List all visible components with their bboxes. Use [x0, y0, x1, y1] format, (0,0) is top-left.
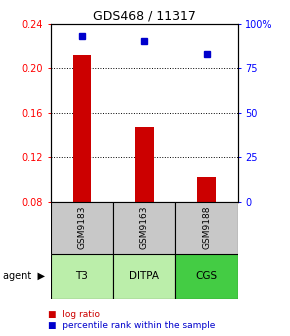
Text: ■  percentile rank within the sample: ■ percentile rank within the sample [48, 322, 215, 330]
Title: GDS468 / 11317: GDS468 / 11317 [93, 9, 196, 23]
Text: GSM9163: GSM9163 [140, 206, 149, 249]
Bar [135, 127, 154, 202]
Bar [72, 55, 91, 202]
Text: T3: T3 [75, 271, 88, 281]
Bar [51, 254, 113, 299]
Bar [175, 254, 238, 299]
Text: agent  ▶: agent ▶ [3, 271, 45, 281]
Text: ■  log ratio: ■ log ratio [48, 310, 100, 319]
Bar [197, 177, 216, 202]
Bar [175, 202, 238, 254]
Text: GSM9188: GSM9188 [202, 206, 211, 249]
Text: DITPA: DITPA [129, 271, 159, 281]
Text: GSM9183: GSM9183 [77, 206, 86, 249]
Bar [113, 254, 175, 299]
Bar [113, 202, 175, 254]
Bar [51, 202, 113, 254]
Text: CGS: CGS [195, 271, 218, 281]
